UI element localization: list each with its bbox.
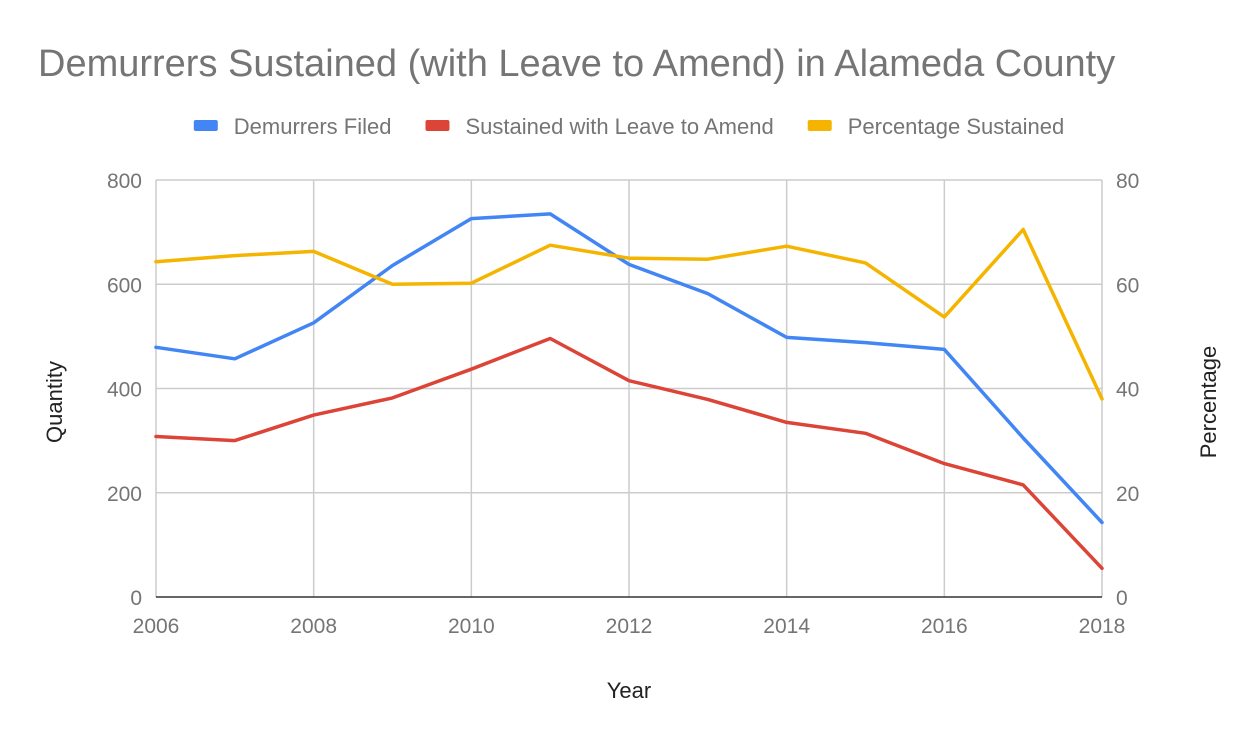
legend-item: Sustained with Leave to Amend [425,114,774,139]
legend-label: Percentage Sustained [848,114,1065,139]
legend: Demurrers Filed Sustained with Leave to A… [193,114,1065,139]
series-line-demurrers-filed [154,212,1104,525]
legend-swatch [807,120,832,131]
y-axis-right-title: Percentage [1196,346,1221,459]
legend-item: Demurrers Filed [193,114,392,139]
series-line-sustained-with-leave-to-amend [154,336,1104,571]
x-tick-label: 2018 [1079,615,1126,638]
axis-ticks: 2006 2008 2010 2012 2014 2016 2018020040060080… [107,170,1139,638]
chart-title: Demurrers Sustained (with Leave to Amend… [38,43,1115,85]
series-lines [154,212,1104,571]
x-tick-label: 2016 [921,615,968,638]
gridlines [155,179,1103,598]
legend-label: Demurrers Filed [234,114,392,139]
legend-label: Sustained with Leave to Amend [465,114,773,139]
y-right-tick-label: 20 [1116,483,1139,506]
legend-swatch [193,120,218,131]
x-tick-label: 2010 [448,615,495,638]
series-line-percentage-sustained [154,227,1104,401]
y-left-tick-label: 0 [130,587,142,610]
y-left-tick-label: 800 [107,170,142,193]
x-tick-label: 2012 [606,615,653,638]
y-left-tick-label: 400 [107,379,142,402]
y-right-tick-label: 60 [1116,274,1139,297]
y-right-tick-label: 0 [1116,587,1128,610]
y-right-tick-label: 40 [1116,379,1139,402]
x-tick-label: 2006 [133,615,180,638]
x-tick-label: 2014 [763,615,810,638]
y-axis-left-title: Quantity [42,361,67,443]
x-tick-label: 2008 [290,615,337,638]
y-left-tick-label: 600 [107,274,142,297]
legend-item: Percentage Sustained [807,114,1065,139]
y-right-tick-label: 80 [1116,170,1139,193]
legend-swatch [425,120,450,131]
y-left-tick-label: 200 [107,483,142,506]
x-axis-title: Year [607,678,651,703]
